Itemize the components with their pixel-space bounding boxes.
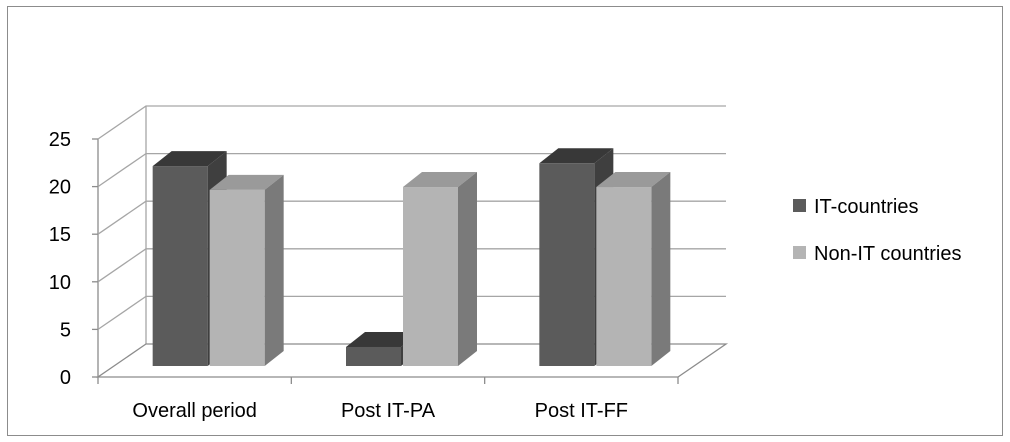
gridline [97, 295, 726, 330]
y-tick-label: 20 [49, 177, 71, 199]
y-tick-label: 5 [60, 319, 71, 341]
legend-swatch [793, 199, 806, 212]
gridlines [92, 105, 726, 384]
bar-side-face [458, 172, 477, 366]
legend-label: Non-IT countries [814, 243, 961, 265]
legend-label: IT-countries [814, 196, 918, 218]
bars [152, 148, 671, 366]
gridline [97, 200, 726, 235]
gridline [97, 105, 726, 140]
y-tick-label: 10 [49, 272, 71, 294]
x-category-label: Post IT-PA [341, 400, 436, 422]
legend: IT-countries Non-IT countries [793, 196, 961, 265]
x-category-label: Post IT-FF [535, 400, 628, 422]
bar-top-face [346, 331, 420, 347]
bar-front-face [152, 166, 208, 366]
y-axis-tick-labels: 0 5 10 15 20 25 [49, 129, 71, 389]
gridline [97, 248, 726, 283]
bar-side-face [264, 174, 284, 366]
bar-top-face [152, 151, 227, 167]
bar-top-face [596, 172, 671, 188]
bar-front-face [209, 189, 265, 366]
y-tick-label: 25 [49, 129, 71, 151]
x-axis-category-labels: Overall period Post IT-PA Post IT-FF [132, 400, 628, 422]
bar-top-face [403, 172, 477, 188]
legend-swatch [793, 246, 806, 259]
y-tick-label: 0 [60, 367, 71, 389]
bar-non-it-countries-post-it-pa [403, 172, 477, 366]
bar-front-face [596, 187, 652, 366]
bar-front-face [403, 187, 458, 366]
gridline [97, 152, 726, 188]
bar-top-face [539, 148, 614, 164]
bar-non-it-countries-overall-period [209, 174, 284, 366]
x-category-label: Overall period [132, 400, 257, 422]
y-tick-label: 15 [49, 224, 71, 246]
bar-non-it-countries-post-it-ff [596, 172, 671, 366]
bar-top-face [209, 174, 284, 190]
bar-side-face [651, 172, 671, 366]
bar-front-face [539, 163, 595, 366]
bar-front-face [346, 346, 401, 366]
